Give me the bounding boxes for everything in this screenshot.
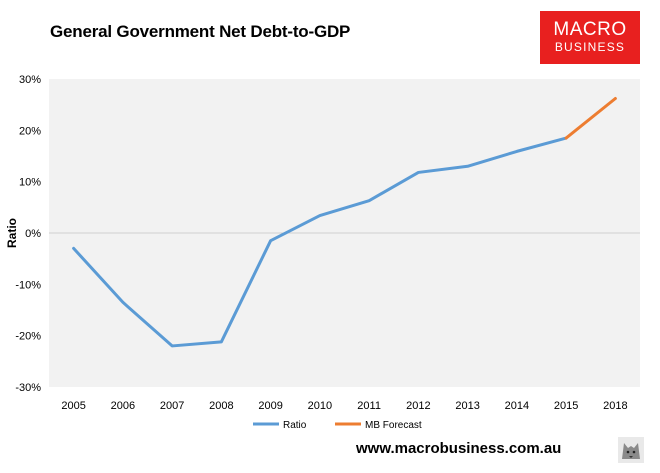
data-point [614,97,617,100]
x-tick-label: 2011 [357,400,381,412]
x-tick-label: 2013 [455,400,479,412]
website-url: www.macrobusiness.com.au [356,440,562,457]
data-point [121,301,125,304]
data-point [170,344,174,348]
x-tick-label: 2005 [61,400,85,412]
data-point [220,340,223,344]
data-point [367,199,371,202]
data-point [269,239,272,242]
data-point [466,165,469,168]
y-tick-label: 10% [19,177,41,189]
y-tick-label: -10% [15,279,41,291]
y-axis-ticks: 30% 20% 10% 0% -10% -20% -30% [15,74,41,394]
series-line-1 [564,97,617,140]
x-tick-label: 2006 [111,400,135,412]
y-tick-label: 30% [19,74,41,86]
x-tick-label: 2014 [505,400,529,412]
x-axis-ticks: 2005 2006 2007 2008 2009 2010 2011 2012 2013 2014… [61,400,627,412]
chart-title: General Government Net Debt-to-GDP [50,22,351,41]
x-tick-label: 2010 [308,400,332,412]
x-tick-label: 2007 [160,400,184,412]
y-tick-label: -30% [15,382,41,394]
y-tick-label: 0% [25,228,41,240]
data-point [318,214,322,217]
x-tick-label: 2015 [554,400,578,412]
legend-label: MB Forecast [365,420,422,431]
series-lines [72,97,617,348]
x-tick-label: 2012 [406,400,430,412]
logo-line1: MACRO [553,19,627,40]
data-point [515,150,519,153]
y-tick-label: 20% [19,125,41,137]
data-point [564,136,568,140]
x-tick-label: 2008 [209,400,233,412]
legend: Ratio MB Forecast [253,420,422,431]
x-tick-label: 2018 [603,400,627,412]
x-tick-label: 2009 [258,400,282,412]
y-axis-label: Ratio [5,218,19,248]
logo-line2: BUSINESS [554,40,626,54]
legend-label: Ratio [283,420,307,431]
macrobusiness-logo: MACRO BUSINESS [540,11,640,64]
y-tick-label: -20% [15,331,41,343]
data-point [417,171,420,174]
wolf-icon [618,437,644,463]
data-point [72,247,75,250]
